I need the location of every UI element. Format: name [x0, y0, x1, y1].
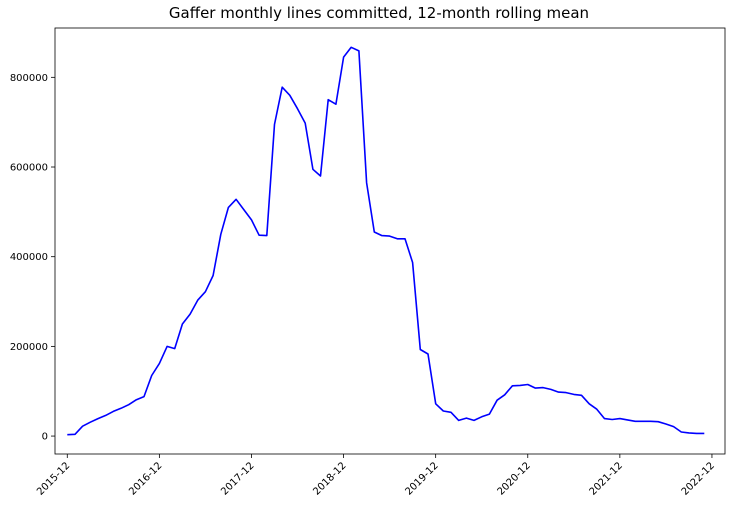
plot-area — [67, 46, 705, 436]
axes-frame — [54, 27, 726, 455]
x-tick-label: 2019-12 — [403, 460, 440, 497]
x-tick-label: 2016-12 — [127, 460, 164, 497]
y-tick-label: 400000 — [10, 252, 48, 263]
x-tick-label: 2015-12 — [35, 460, 72, 497]
x-tick-label: 2020-12 — [496, 460, 533, 497]
y-tick-label: 200000 — [10, 342, 48, 353]
y-tick-label: 0 — [42, 432, 48, 443]
y-tick-label: 800000 — [10, 73, 48, 84]
chart-title: Gaffer monthly lines committed, 12-month… — [169, 4, 589, 22]
x-tick-label: 2018-12 — [311, 460, 348, 497]
x-tick-label: 2021-12 — [588, 460, 625, 497]
x-axis: 2015-12 2016-12 2017-12 2018-12 2019-12 2020-… — [35, 454, 717, 498]
x-tick-label: 2017-12 — [219, 460, 256, 497]
x-tick-label: 2022-12 — [680, 460, 717, 497]
y-tick-label: 600000 — [10, 163, 48, 174]
y-axis: 0 200000 400000 600000 800000 — [10, 73, 55, 443]
series-line — [67, 46, 705, 436]
